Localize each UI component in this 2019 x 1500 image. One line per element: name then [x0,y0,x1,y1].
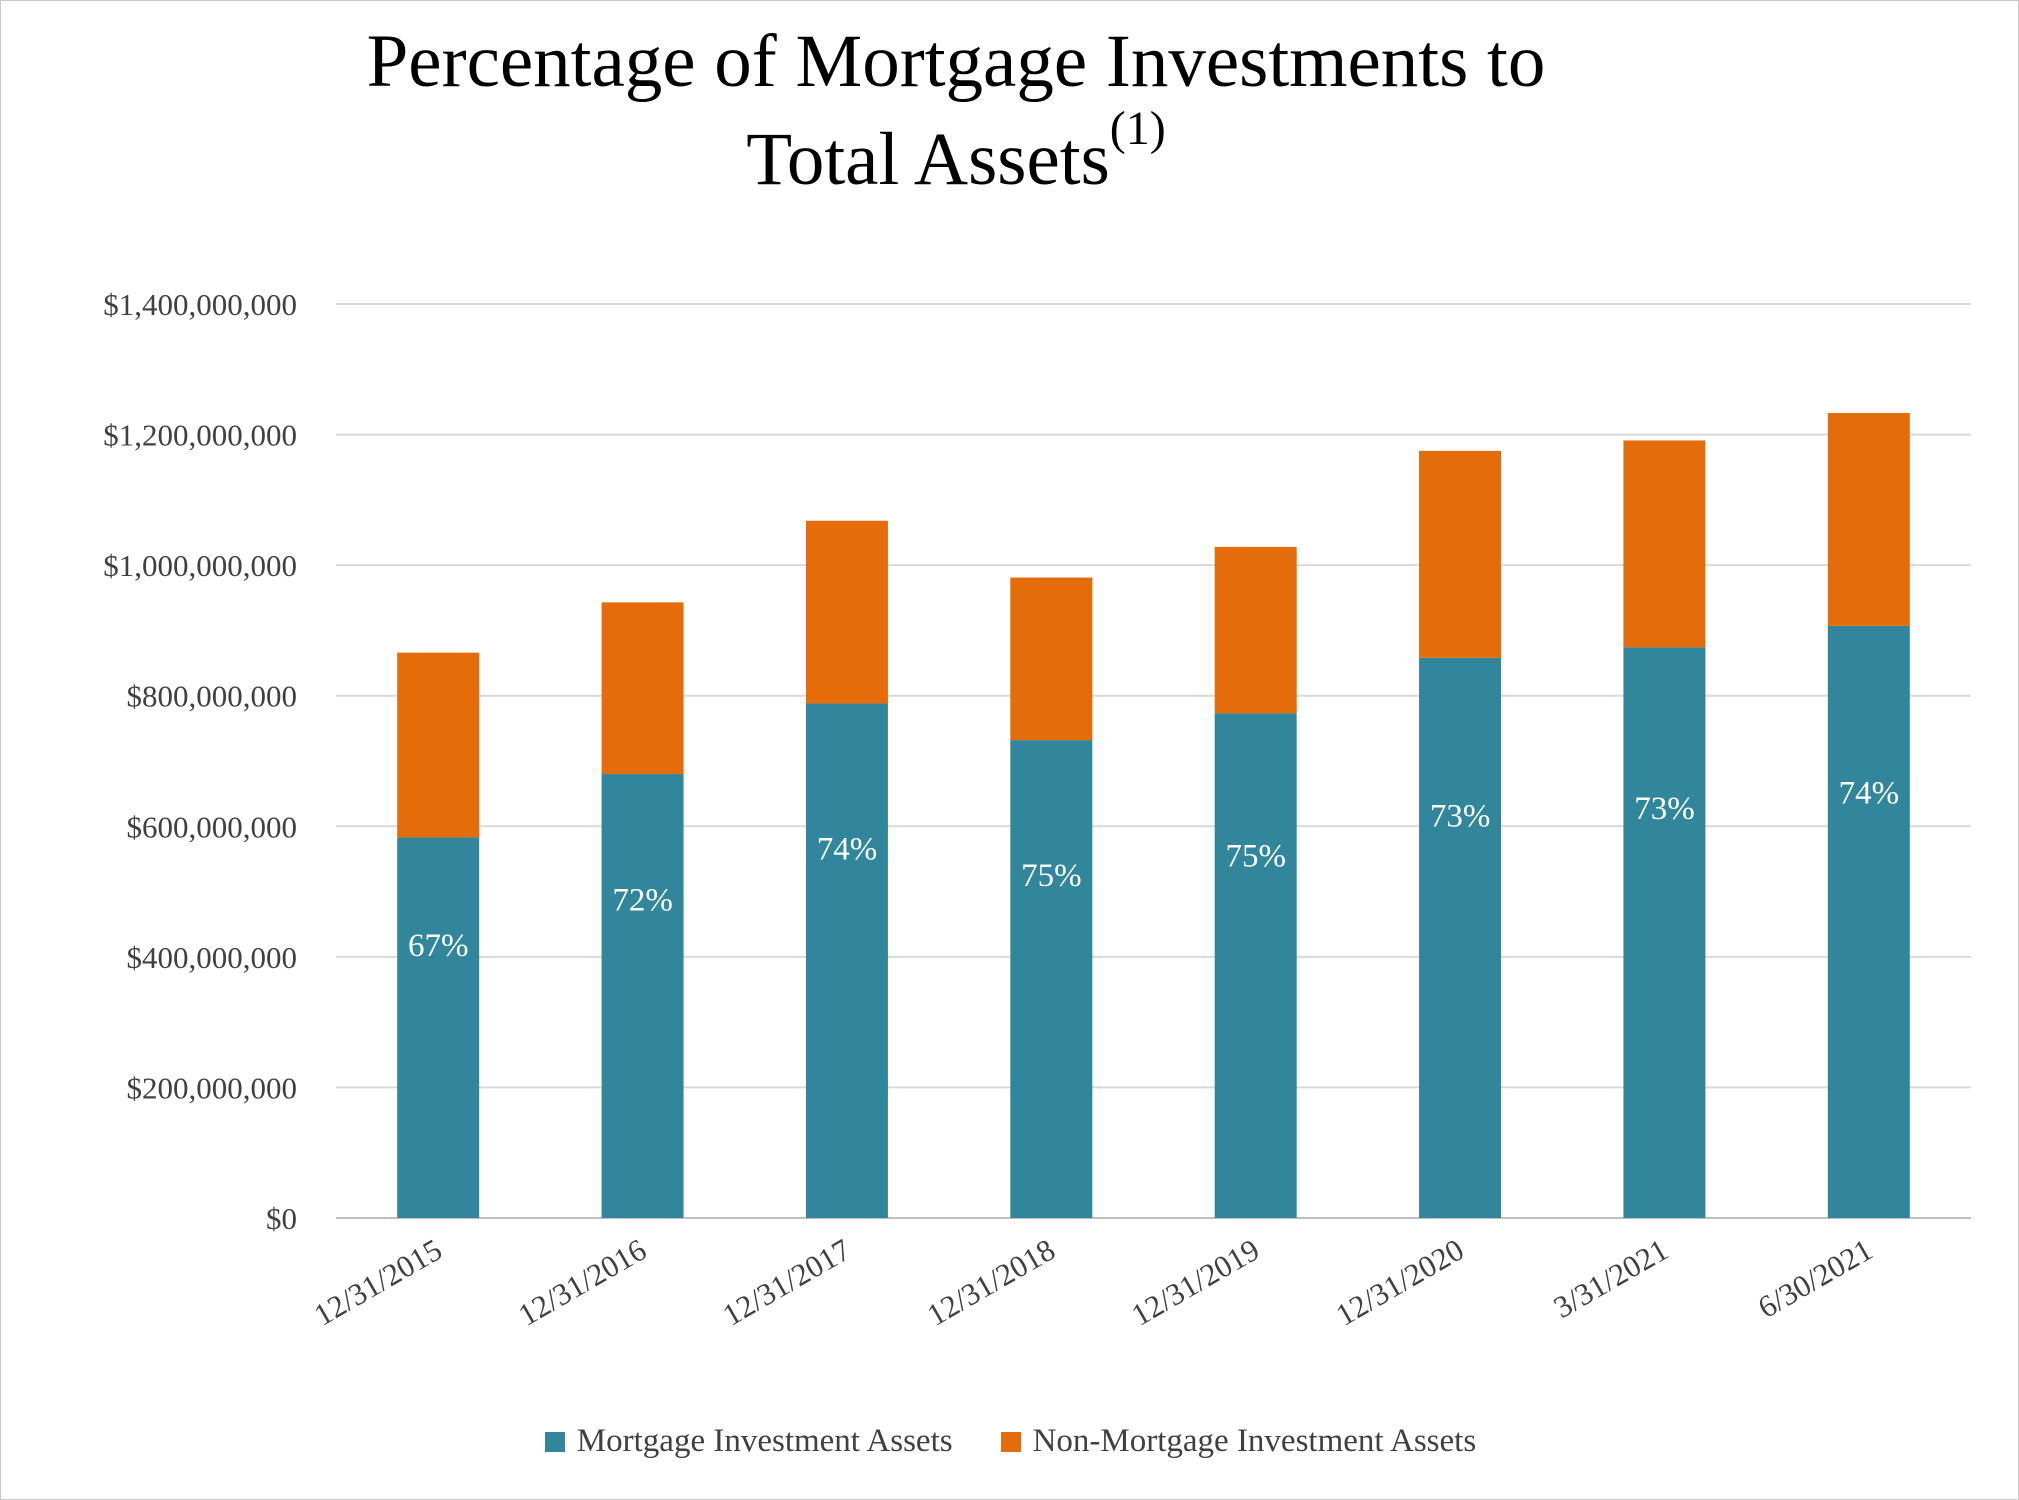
chart-legend: Mortgage Investment Assets Non-Mortgage … [1,1423,2019,1460]
legend-item-mortgage: Mortgage Investment Assets [544,1423,953,1460]
data-label: 75% [1021,858,1082,894]
bar-mortgage [1827,625,1910,1218]
legend-label-non-mortgage: Non-Mortgage Investment Assets [1032,1423,1477,1459]
y-tick-label: $200,000,000 [127,1070,298,1105]
chart-title-line2: Total Assets(1) [1,105,1911,209]
bar-mortgage [1010,740,1093,1218]
y-tick-label: $1,000,000,000 [103,548,297,583]
x-tick-label: 12/31/2018 [921,1232,1061,1333]
data-label: 74% [1839,776,1900,812]
bar-non-mortgage [601,602,684,775]
x-tick-label: 12/31/2017 [717,1232,857,1333]
bar-non-mortgage [1827,413,1910,626]
y-tick-label: $0 [266,1201,297,1236]
bar-non-mortgage [805,520,888,704]
y-tick-label: $1,400,000,000 [103,287,297,322]
legend-swatch-mortgage [544,1431,565,1452]
bar-non-mortgage [1419,450,1502,658]
chart-title-line1: Percentage of Mortgage Investments to [366,20,1546,103]
bar-non-mortgage [1623,440,1706,648]
x-tick-label: 12/31/2020 [1330,1232,1470,1333]
legend-item-non-mortgage: Non-Mortgage Investment Assets [1000,1423,1477,1460]
data-label: 73% [1430,799,1491,835]
chart-title: Percentage of Mortgage Investments to To… [1,13,1911,209]
data-label: 72% [612,882,673,918]
data-label: 74% [817,832,878,868]
x-tick-label: 6/30/2021 [1752,1232,1878,1325]
data-label: 67% [408,928,469,964]
chart-title-line2-text: Total Assets [746,118,1110,201]
y-tick-label: $400,000,000 [127,940,298,975]
bar-mortgage [1214,713,1297,1218]
bar-non-mortgage [1214,546,1297,714]
bar-mortgage [805,703,888,1218]
bar-non-mortgage [397,652,480,838]
bar-non-mortgage [1010,577,1093,741]
chart-plot: $0 $200,000,000 $400,000,000 $600,000,000 $8… [103,287,1971,1333]
legend-label-mortgage: Mortgage Investment Assets [576,1423,953,1459]
x-tick-label: 3/31/2021 [1548,1232,1674,1325]
y-tick-label: $600,000,000 [127,809,298,844]
legend-swatch-non-mortgage [1000,1431,1021,1452]
x-tick-label: 12/31/2015 [308,1232,448,1333]
x-tick-label: 12/31/2019 [1125,1232,1265,1333]
bar-mortgage [1623,647,1706,1218]
y-tick-label: $800,000,000 [127,679,298,714]
title-footnote-marker: (1) [1109,102,1166,155]
x-tick-label: 12/31/2016 [512,1232,652,1333]
bar-mortgage [1419,657,1502,1218]
bar-mortgage [397,837,480,1218]
data-label: 75% [1225,839,1286,875]
data-label: 73% [1634,791,1695,827]
y-tick-label: $1,200,000,000 [103,418,297,453]
bar-mortgage [601,774,684,1218]
